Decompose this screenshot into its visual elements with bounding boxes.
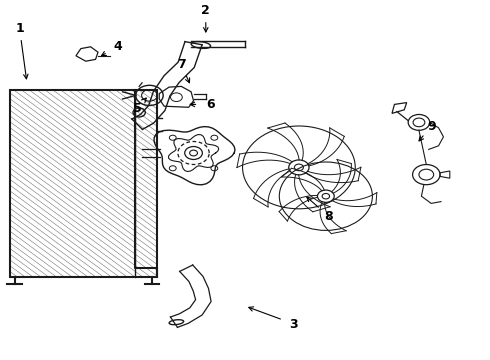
- Text: 1: 1: [15, 22, 24, 35]
- Text: 9: 9: [427, 120, 436, 132]
- Text: 2: 2: [201, 4, 210, 17]
- Text: 5: 5: [133, 102, 142, 114]
- Text: 3: 3: [290, 318, 298, 330]
- Text: 8: 8: [324, 210, 333, 222]
- Text: 6: 6: [206, 98, 215, 111]
- Text: 4: 4: [113, 40, 122, 53]
- Text: 7: 7: [177, 58, 186, 71]
